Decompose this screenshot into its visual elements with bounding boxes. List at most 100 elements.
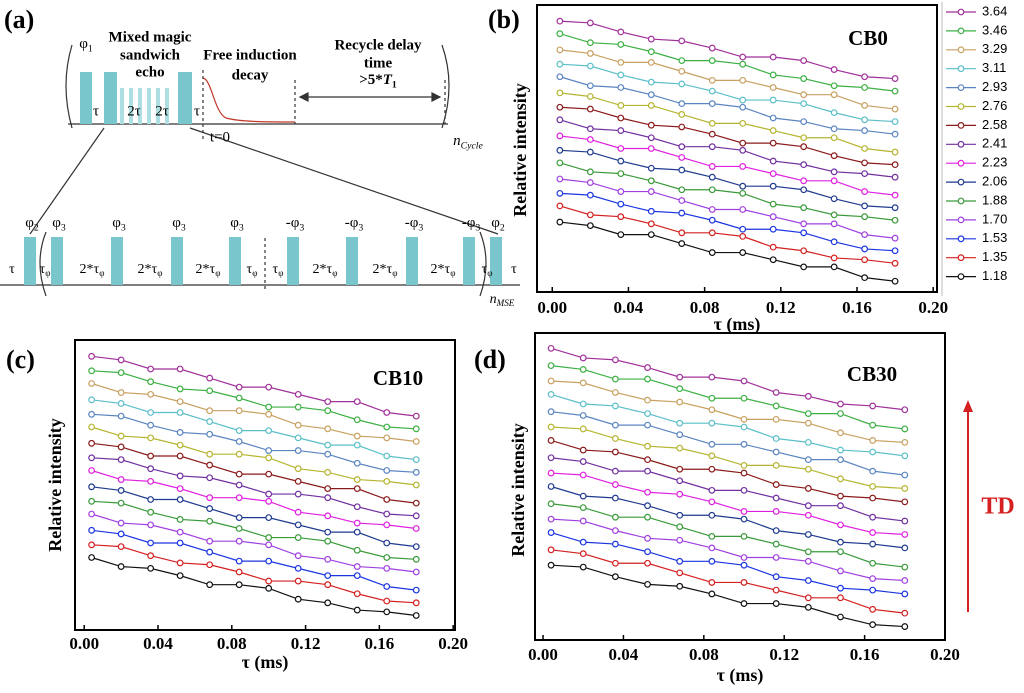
plot-frame <box>536 4 938 293</box>
data-point <box>676 511 684 519</box>
data-point <box>678 154 686 161</box>
data-point <box>147 496 155 503</box>
data-point <box>901 438 909 446</box>
legend-marker <box>957 216 965 224</box>
data-point <box>678 111 686 118</box>
data-point <box>901 531 909 538</box>
data-point <box>117 499 125 507</box>
x-tick-label: 0.04 <box>143 634 173 653</box>
data-point <box>769 157 777 165</box>
data-point <box>547 391 555 398</box>
label-base: φ <box>230 215 239 231</box>
data-point <box>901 425 909 433</box>
diagram-label: φ3 <box>230 215 244 233</box>
series-line <box>91 457 417 517</box>
data-point <box>176 516 184 523</box>
series-line <box>559 192 896 252</box>
data-point <box>830 152 838 160</box>
diagram-label: τφ <box>40 262 51 278</box>
series-line <box>91 469 417 530</box>
data-point <box>647 91 655 99</box>
data-point <box>556 116 564 124</box>
x-axis-title: τ (ms) <box>714 314 761 335</box>
panel-label: (a) <box>4 5 34 34</box>
data-point <box>772 554 780 561</box>
data-point <box>265 410 273 418</box>
data-point <box>556 73 564 81</box>
series-line <box>551 426 905 490</box>
label-base: φ <box>52 215 61 231</box>
data-point <box>647 220 655 228</box>
data-point <box>708 57 716 65</box>
y-axis-title: Relative intensity <box>510 83 530 216</box>
data-point <box>586 39 594 47</box>
data-point <box>586 179 594 186</box>
legend-marker <box>957 178 965 186</box>
data-point <box>383 452 391 460</box>
data-point <box>206 374 214 382</box>
data-point <box>547 561 555 569</box>
data-point <box>586 168 594 176</box>
x-tick-label: 0.04 <box>609 645 639 664</box>
data-point <box>837 475 844 483</box>
data-point <box>265 490 273 498</box>
data-point <box>769 53 777 61</box>
data-point <box>891 118 899 125</box>
data-point <box>611 389 619 396</box>
series-line <box>91 382 417 443</box>
data-point <box>861 84 869 91</box>
data-point <box>617 114 625 122</box>
label-base: τ <box>40 262 46 277</box>
data-point <box>804 456 812 464</box>
label-base: 2*τ <box>373 262 393 277</box>
data-point <box>861 213 869 221</box>
data-point <box>586 62 594 70</box>
data-point <box>800 118 808 125</box>
legend-label: 2.76 <box>982 98 1007 113</box>
data-point <box>837 400 844 408</box>
data-point <box>644 580 651 588</box>
data-point <box>676 490 684 498</box>
data-point <box>647 177 655 185</box>
data-point <box>617 170 625 178</box>
data-point <box>265 447 273 454</box>
data-point <box>294 577 302 585</box>
data-point <box>88 410 96 418</box>
data-point <box>644 410 651 417</box>
x-axis-title: τ (ms) <box>242 652 289 673</box>
pulse <box>346 237 358 285</box>
data-point <box>235 514 243 522</box>
data-point <box>708 498 716 506</box>
data-point <box>869 421 877 429</box>
diagram-label: 2*τφ <box>313 262 338 278</box>
data-point <box>556 189 564 197</box>
legend-marker <box>957 235 965 243</box>
data-point <box>772 461 780 469</box>
data-point <box>383 477 391 485</box>
data-point <box>294 421 302 429</box>
data-point <box>556 202 564 210</box>
data-point <box>837 538 844 546</box>
data-point <box>708 186 716 194</box>
data-point <box>617 102 625 109</box>
data-point <box>901 406 909 414</box>
data-point <box>800 177 808 185</box>
diagram-label: >5*T1 <box>359 72 397 90</box>
data-point <box>235 394 243 402</box>
data-point <box>800 204 808 212</box>
legend-label: 2.41 <box>982 136 1007 151</box>
data-point <box>88 439 96 447</box>
label-sub: 2 <box>34 223 39 234</box>
data-point <box>769 170 777 178</box>
series-line <box>91 513 417 573</box>
data-point <box>676 523 684 531</box>
chart-title: CB30 <box>847 362 897 386</box>
pulse-diagram <box>0 44 520 297</box>
data-point <box>324 468 332 476</box>
data-point <box>324 494 332 502</box>
label-sub: φ <box>487 268 492 278</box>
x-tick-label: 0.12 <box>766 298 796 317</box>
legend-label: 3.46 <box>982 22 1007 37</box>
data-point <box>412 512 420 520</box>
series-line <box>559 135 896 196</box>
